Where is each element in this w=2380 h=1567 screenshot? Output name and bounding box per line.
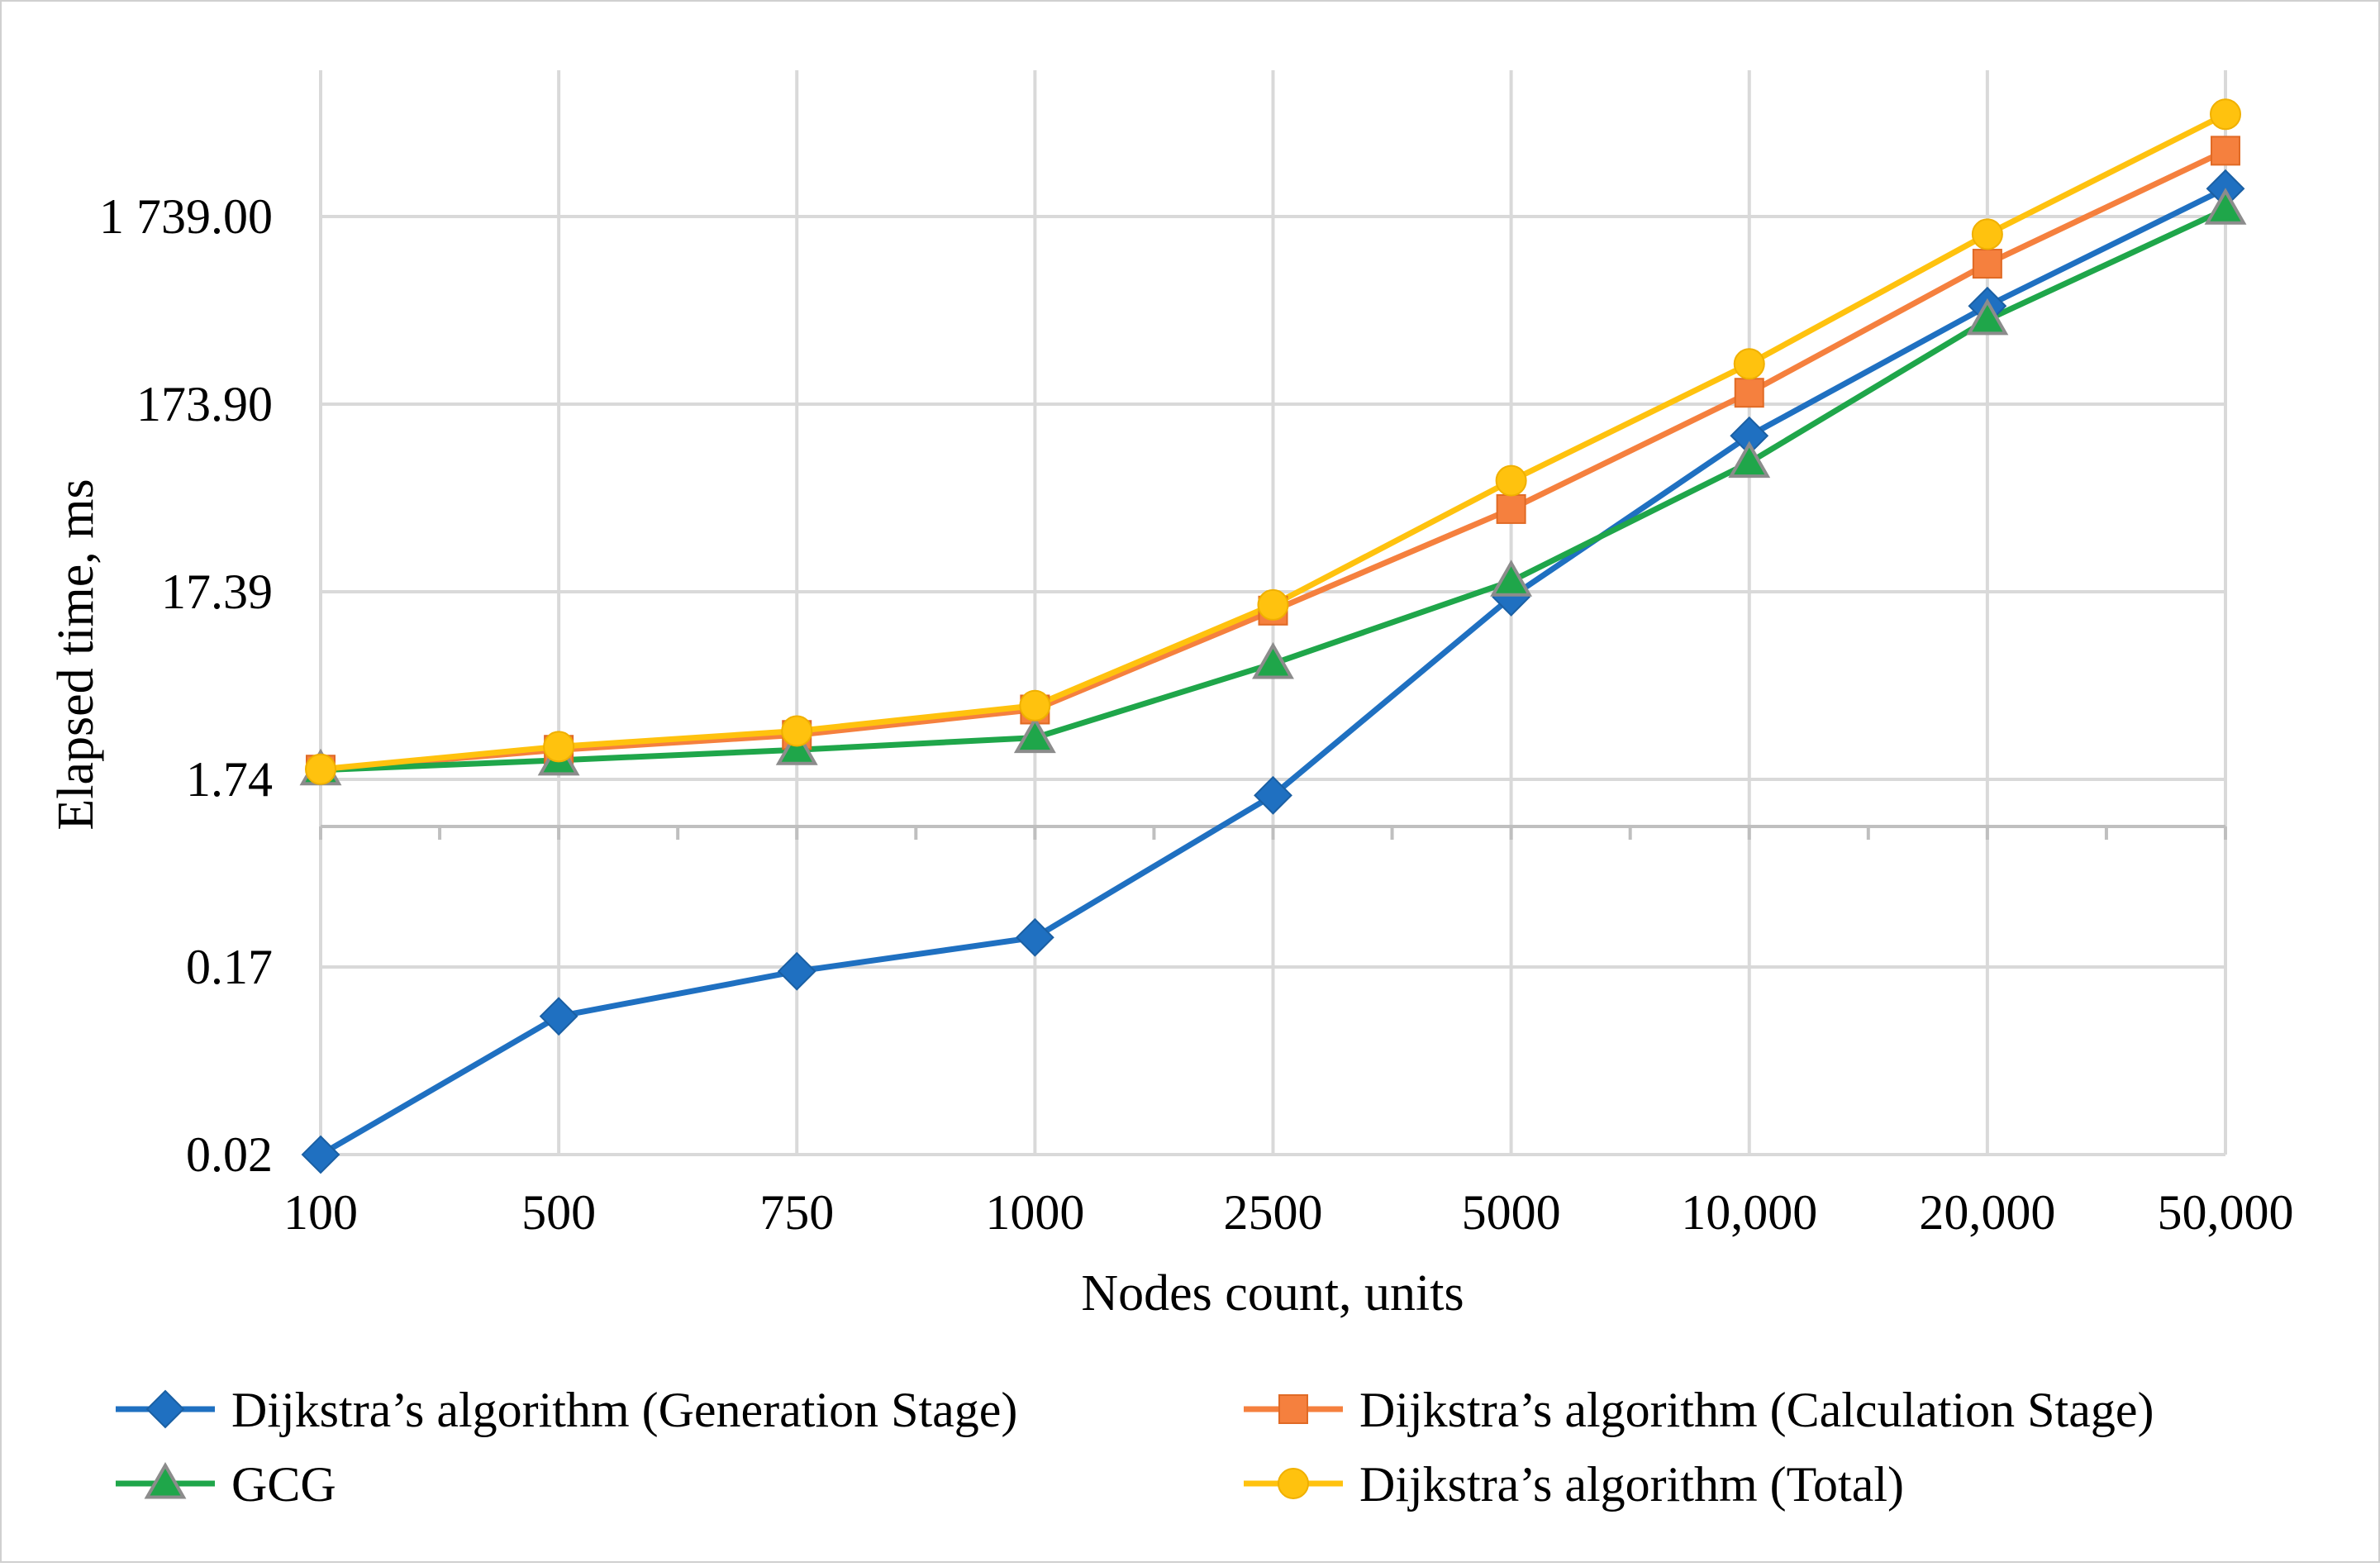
data-point-series-4	[1257, 588, 1289, 621]
data-point-series-3	[1252, 641, 1294, 679]
legend-swatch-marker	[144, 1461, 187, 1499]
data-point-series-4	[1019, 689, 1051, 722]
data-point-series-3	[1966, 298, 2009, 336]
y-axis-title: Elapsed time, ms	[48, 479, 104, 830]
data-point-series-3	[2204, 188, 2247, 225]
y-tick-label: 173.90	[136, 377, 273, 431]
y-tick-label: 17.39	[161, 564, 273, 619]
x-tick-label: 1000	[985, 1185, 1084, 1240]
x-tick-label: 50,000	[2158, 1185, 2294, 1240]
x-tick-label: 750	[759, 1185, 834, 1240]
x-axis-title: Nodes count, units	[1081, 1265, 1464, 1322]
legend-item: Dijkstra’s algorithm (Total)	[1244, 1457, 1904, 1512]
legend: Dijkstra’s algorithm (Generation Stage) D…	[116, 1383, 2154, 1512]
data-point-series-4	[543, 731, 575, 763]
x-tick-label: 20,000	[1919, 1185, 2055, 1240]
legend-item: GCG	[116, 1457, 336, 1512]
data-point-series-3	[1013, 716, 1056, 754]
data-point-series-3	[1490, 560, 1533, 597]
data-point-series-1	[539, 997, 578, 1036]
legend-label: Dijkstra’s algorithm (Total)	[1359, 1457, 1904, 1512]
legend-label: GCG	[231, 1457, 336, 1512]
legend-label: Dijkstra’s algorithm (Generation Stage)	[231, 1383, 1017, 1437]
data-point-series-1	[301, 1135, 340, 1174]
data-point-series-3	[1728, 441, 1771, 479]
legend-swatch-marker	[1278, 1394, 1308, 1424]
legend-item: Dijkstra’s algorithm (Calculation Stage)	[1244, 1383, 2154, 1437]
data-point-series-4	[305, 753, 336, 785]
x-tick-label: 2500	[1224, 1185, 1323, 1240]
data-point-series-3	[775, 728, 818, 765]
y-tick-label: 1.74	[186, 752, 273, 807]
legend-swatch-marker	[1278, 1468, 1309, 1499]
data-point-series-4	[781, 715, 813, 747]
x-tick-label: 5000	[1462, 1185, 1561, 1240]
x-tick-label: 100	[283, 1185, 358, 1240]
data-point-series-2	[1734, 378, 1764, 408]
data-point-series-4	[1495, 464, 1527, 497]
axes	[319, 825, 2227, 840]
legend-swatch-marker	[145, 1389, 185, 1429]
y-tick-label: 1 739.00	[99, 189, 273, 244]
y-tick-label: 0.02	[186, 1127, 273, 1182]
data-point-series-2	[1496, 493, 1526, 524]
data-point-series-1	[1254, 775, 1292, 815]
legend-item: Dijkstra’s algorithm (Generation Stage)	[116, 1383, 1017, 1437]
data-point-series-1	[777, 951, 816, 991]
data-point-series-1	[1015, 917, 1054, 957]
data-point-series-4	[2210, 98, 2241, 131]
tick-labels: 0.02 0.17 1.74 17.39 173.90 1 739.00 100 500 750…	[99, 189, 2294, 1240]
data-point-series-2	[2211, 136, 2240, 166]
data-point-series-2	[1972, 249, 2002, 279]
y-tick-label: 0.17	[186, 940, 273, 994]
series-markers	[299, 98, 2247, 1174]
x-tick-label: 10,000	[1681, 1185, 1817, 1240]
legend-label: Dijkstra’s algorithm (Calculation Stage)	[1359, 1383, 2154, 1437]
x-tick-label: 500	[521, 1185, 596, 1240]
data-point-series-4	[1733, 348, 1765, 380]
data-point-series-4	[1971, 218, 2003, 250]
